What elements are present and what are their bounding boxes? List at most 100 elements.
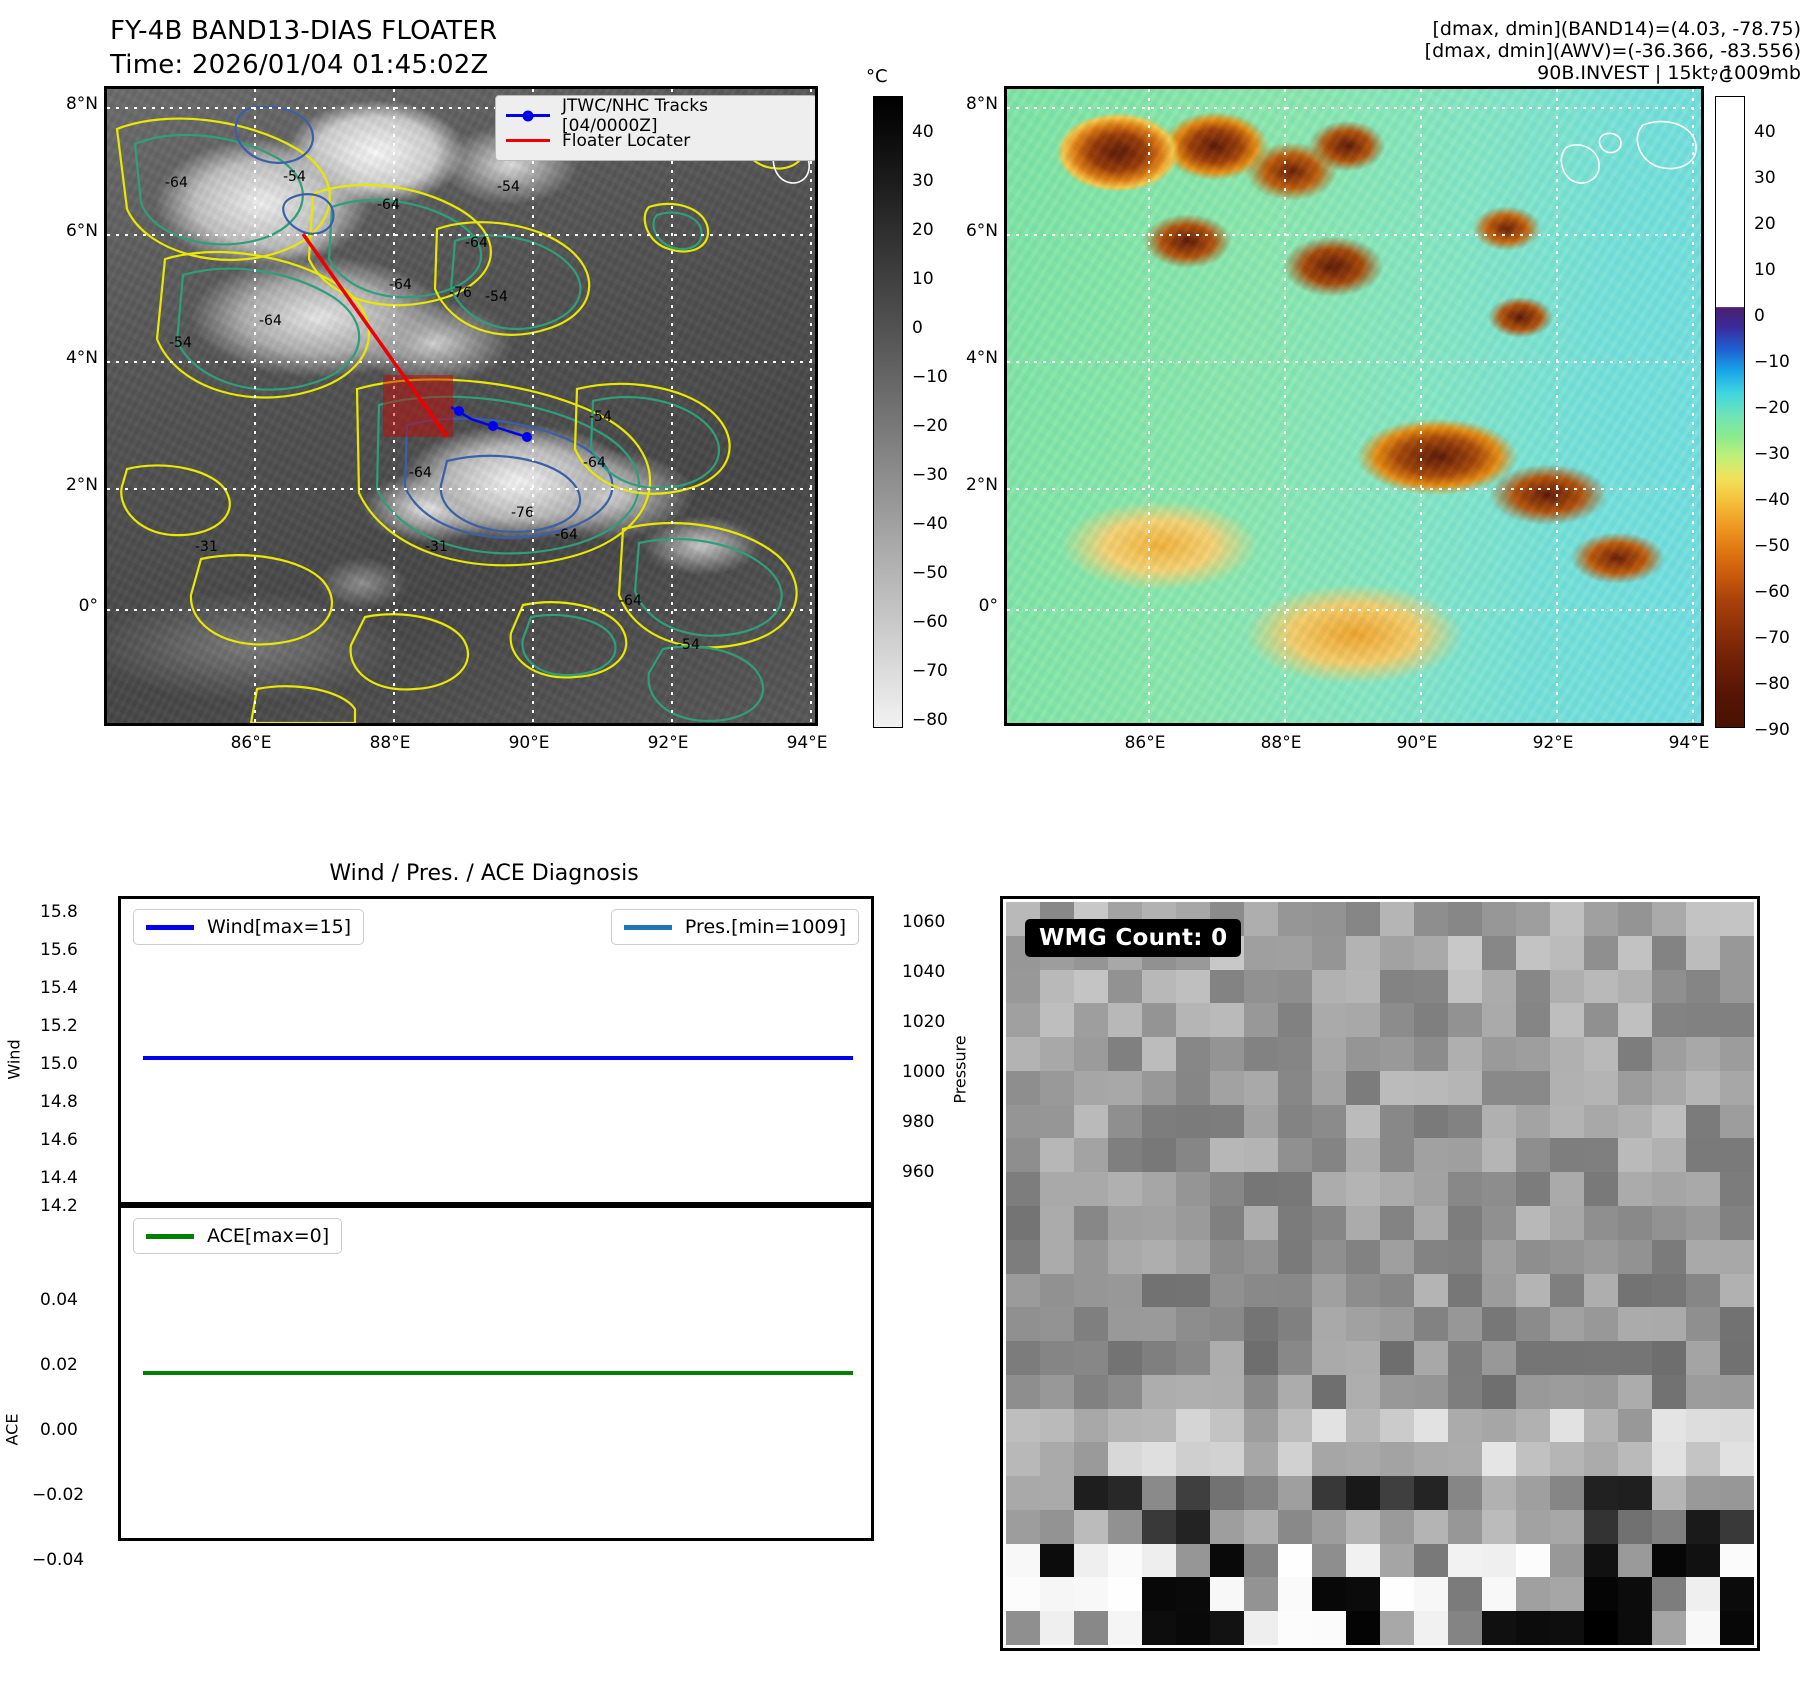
ace-line-icon (146, 1233, 194, 1239)
wmg-cell (1550, 1070, 1584, 1105)
wmg-cell (1482, 1374, 1516, 1409)
wmg-cell (1074, 1070, 1108, 1105)
wmg-cell (1040, 1374, 1074, 1409)
wmg-cell (1176, 1408, 1210, 1443)
wmg-cell (1108, 1374, 1142, 1409)
wmg-cell (1516, 1611, 1550, 1645)
wmg-cell (1244, 1172, 1278, 1206)
wmg-cell (1210, 1070, 1244, 1105)
wmg-cell (1312, 1543, 1346, 1578)
wmg-cell (1550, 1509, 1584, 1544)
ir-satellite-map[interactable]: -64 -54 -54 -64 -64 -54 -64 -54 -54 -64 -64 -7… (104, 86, 818, 726)
wmg-cell (1142, 1037, 1176, 1071)
wmg-cell (1584, 1476, 1618, 1510)
map-legend[interactable]: JTWC/NHC Tracks [04/0000Z] Floater Locat… (495, 95, 815, 161)
wmg-cell (1720, 1374, 1754, 1409)
wmg-cell (1550, 1543, 1584, 1578)
awv-grid-lat-6n (1007, 234, 1701, 236)
awv-cb-tick-30: 30 (1754, 168, 1776, 188)
wmg-cell (1142, 1341, 1176, 1375)
wmg-cell (1584, 1138, 1618, 1173)
wmg-cell (1074, 1408, 1108, 1443)
wmg-cell (1006, 1374, 1040, 1409)
wmg-cell (1448, 1104, 1482, 1139)
legend-label-floater: Floater Locater (562, 130, 691, 151)
wmg-cell (1040, 1205, 1074, 1240)
legend-label-tracks: JTWC/NHC Tracks [04/0000Z] (562, 95, 708, 136)
wind-pressure-plot[interactable]: Wind[max=15] Pres.[min=1009] (118, 896, 874, 1205)
page-title: FY-4B BAND13-DIAS FLOATER Time: 2026/01/… (110, 14, 497, 82)
diagnosis-title: Wind / Pres. / ACE Diagnosis (329, 861, 639, 886)
wmg-cell (1006, 1138, 1040, 1173)
svg-text:-54: -54 (589, 409, 612, 425)
wmg-cell (1482, 1273, 1516, 1308)
wmg-cell (1312, 1104, 1346, 1139)
wmg-cell (1414, 1239, 1448, 1274)
wmg-cell (1482, 902, 1516, 936)
wmg-cell (1040, 1172, 1074, 1206)
wmg-cell (1142, 1138, 1176, 1173)
wmg-cell (1040, 1577, 1074, 1612)
wmg-cell (1210, 1037, 1244, 1071)
wmg-cell (1618, 1172, 1652, 1206)
legend-wind[interactable]: Wind[max=15] (133, 909, 365, 945)
wmg-cell (1006, 1104, 1040, 1139)
ace-plot[interactable]: ACE[max=0] (118, 1205, 874, 1541)
wmg-cell (1040, 1273, 1074, 1308)
wmg-cell (1142, 1408, 1176, 1443)
wmg-cell (1686, 1104, 1720, 1139)
wmg-cell (1618, 1577, 1652, 1612)
wmg-cell (1448, 1003, 1482, 1038)
wmg-cell (1618, 1307, 1652, 1342)
ir-ytick-4n: 4°N (65, 348, 98, 368)
wind-ytick-156: 15.6 (40, 940, 78, 960)
wmg-cell (1108, 1138, 1142, 1173)
wmg-cell (1414, 1138, 1448, 1173)
wmg-cell (1414, 1374, 1448, 1409)
wmg-cell (1244, 1374, 1278, 1409)
wmg-cell (1210, 1611, 1244, 1645)
wmg-cell (1176, 1205, 1210, 1240)
wmg-cell (1448, 1374, 1482, 1409)
wmg-cell (1414, 1476, 1448, 1510)
wmg-cell (1210, 1341, 1244, 1375)
wmg-cell (1414, 1172, 1448, 1206)
wmg-cell (1278, 1442, 1312, 1477)
awv-cb-tick-m60: −60 (1754, 582, 1790, 602)
wind-series-line (143, 1056, 853, 1060)
wmg-cell (1652, 969, 1686, 1004)
ir-xtick-90e: 90°E (508, 733, 550, 753)
wmg-cell (1686, 1172, 1720, 1206)
floater-locater-line (301, 232, 449, 439)
wmg-cell (1584, 1205, 1618, 1240)
wmg-cell (1720, 1239, 1754, 1274)
awv-cb-tick-m30: −30 (1754, 444, 1790, 464)
wind-ytick-152: 15.2 (40, 1016, 78, 1036)
awv-enhanced-map[interactable] (1004, 86, 1704, 726)
legend-ace[interactable]: ACE[max=0] (133, 1218, 343, 1254)
wmg-cell (1618, 1239, 1652, 1274)
legend-pressure[interactable]: Pres.[min=1009] (610, 909, 859, 945)
wmg-cell (1720, 1138, 1754, 1173)
wmg-cell (1720, 969, 1754, 1004)
wmg-cell (1482, 1509, 1516, 1544)
wmg-grid-panel[interactable]: WMG Count: 0 (1000, 896, 1760, 1651)
wmg-cell (1618, 1205, 1652, 1240)
wmg-cell (1346, 1205, 1380, 1240)
wmg-cell (1380, 1476, 1414, 1510)
wmg-cell (1584, 935, 1618, 970)
wmg-cell (1278, 1577, 1312, 1612)
legend-item-floater[interactable]: Floater Locater (506, 128, 806, 153)
wmg-cell (1652, 1307, 1686, 1342)
wmg-cell (1346, 1374, 1380, 1409)
wmg-cell (1686, 1543, 1720, 1578)
wmg-cell (1312, 1172, 1346, 1206)
wmg-cell (1244, 1476, 1278, 1510)
wind-axis-label: Wind (4, 1039, 24, 1080)
wmg-cell (1346, 1408, 1380, 1443)
wmg-cell (1006, 1037, 1040, 1071)
wmg-cell (1210, 1577, 1244, 1612)
wmg-cell (1278, 1070, 1312, 1105)
legend-item-tracks[interactable]: JTWC/NHC Tracks [04/0000Z] (506, 96, 806, 136)
awv-grid-lon-94 (1692, 89, 1694, 723)
